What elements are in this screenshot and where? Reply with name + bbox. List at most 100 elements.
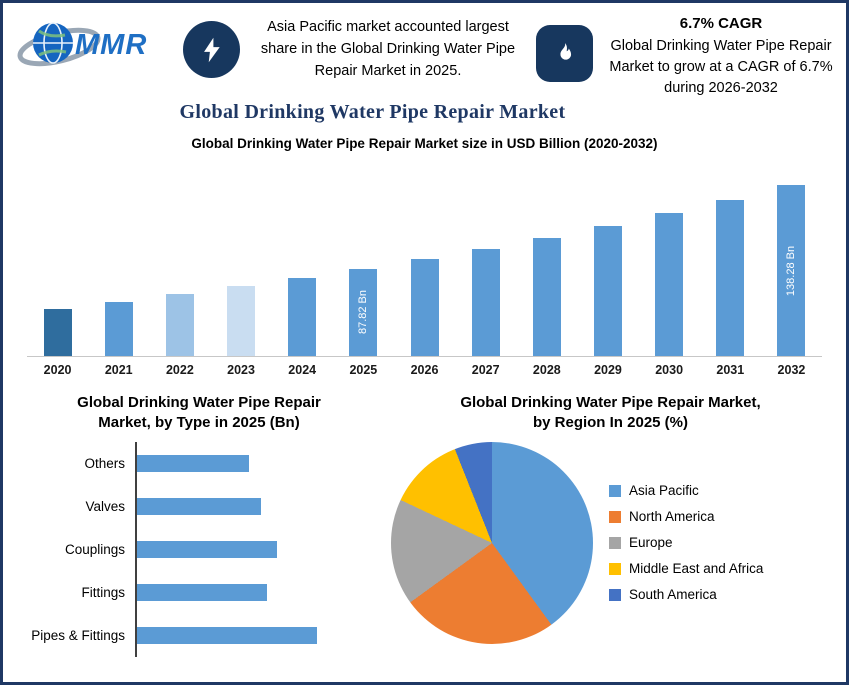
cagr-text: Global Drinking Water Pipe Repair Market… (609, 38, 833, 97)
bar-value-label-2032: 138.28 Bn (785, 245, 798, 296)
by-region-chart-title: Global Drinking Water Pipe Repair Market… (460, 394, 761, 432)
bottom-charts: Global Drinking Water Pipe Repair Market… (3, 393, 846, 657)
mmr-logo: MMR (17, 13, 169, 79)
legend-swatch (609, 536, 621, 549)
year-label-2028: 2028 (532, 363, 561, 378)
globe-icon (17, 22, 101, 67)
by-type-bars: Others Valves Couplings Fittings Pipes & Fit… (13, 441, 385, 657)
by-type-chart-title: Global Drinking Water Pipe Repair Market… (77, 394, 321, 432)
legend-label: South America (629, 587, 717, 603)
bar-column-2026 (394, 165, 455, 357)
year-label-2025: 2025 (349, 363, 378, 378)
bar-value-label-2025: 87.82 Bn (357, 290, 370, 335)
type-label-others: Others (84, 455, 125, 471)
legend-swatch (609, 562, 621, 575)
market-size-year-labels: 2020 2021 2022 2023 2024 2025 2026 2027 2028 2029… (27, 363, 822, 377)
legend-item-asia-pacific: Asia Pacific (609, 483, 763, 498)
market-size-bars: 87.82 Bn 138.28 Bn (27, 165, 822, 358)
by-type-category-labels: Others Valves Couplings Fittings Pipes & Fit… (13, 442, 135, 657)
bar-2024 (288, 277, 317, 357)
flame-icon (536, 25, 593, 82)
legend-label: North America (629, 509, 715, 525)
flame-glyph (559, 42, 571, 60)
year-label-2031: 2031 (716, 363, 745, 378)
legend-swatch (609, 588, 621, 601)
bar-column-2023 (210, 165, 271, 357)
legend-item-europe: Europe (609, 535, 763, 550)
type-bar-row (137, 485, 385, 528)
lightning-icon (183, 21, 240, 78)
bar-column-2027 (455, 165, 516, 357)
type-label-fittings: Fittings (81, 584, 125, 600)
market-size-chart: Global Drinking Water Pipe Repair Market… (3, 136, 846, 377)
bar-2032: 138.28 Bn (777, 185, 806, 357)
bar-column-2020 (27, 165, 88, 357)
bar-2029 (593, 225, 622, 357)
region-legend: Asia Pacific North America Europe Middle Ea… (609, 472, 763, 613)
bar-2026 (410, 259, 439, 357)
by-type-bar-area (135, 441, 385, 657)
by-type-chart: Global Drinking Water Pipe Repair Market… (13, 393, 385, 657)
legend-item-south-america: South America (609, 587, 763, 602)
type-bar-row (137, 442, 385, 485)
type-bar-couplings (137, 540, 278, 558)
pie-and-legend: Asia Pacific North America Europe Middle Ea… (385, 441, 836, 644)
year-label-2021: 2021 (104, 363, 133, 378)
legend-label: Middle East and Africa (629, 561, 764, 577)
bar-column-2024 (272, 165, 333, 357)
year-label-2022: 2022 (165, 363, 194, 378)
bar-column-2031 (700, 165, 761, 357)
bar-2020 (43, 308, 72, 357)
market-size-chart-title: Global Drinking Water Pipe Repair Market… (191, 136, 658, 152)
bar-column-2030 (639, 165, 700, 357)
year-label-2030: 2030 (655, 363, 684, 378)
year-label-2026: 2026 (410, 363, 439, 378)
bar-2022 (165, 294, 194, 357)
type-bar-row (137, 614, 385, 657)
year-label-2032: 2032 (777, 363, 806, 378)
left-callout: Asia Pacific market accounted largest sh… (260, 19, 516, 79)
bar-2023 (227, 286, 256, 357)
bar-2021 (104, 301, 133, 357)
bar-2031 (716, 199, 745, 357)
bar-2028 (532, 237, 561, 357)
cagr-heading: 6.7% CAGR (679, 15, 763, 32)
type-label-valves: Valves (85, 498, 125, 514)
legend-swatch (609, 484, 621, 497)
bar-column-2029 (577, 165, 638, 357)
type-bar-fittings (137, 583, 267, 601)
type-bar-row (137, 528, 385, 571)
type-bar-others (137, 454, 249, 472)
bar-column-2025: 87.82 Bn (333, 165, 394, 357)
bar-column-2032: 138.28 Bn (761, 165, 822, 357)
cagr-block: 6.7% CAGR Global Drinking Water Pipe Rep… (607, 15, 835, 99)
type-label-pipes-fittings: Pipes & Fittings (31, 627, 125, 643)
year-label-2023: 2023 (227, 363, 255, 378)
type-label-couplings: Couplings (64, 541, 125, 557)
bar-column-2022 (149, 165, 210, 357)
year-label-2020: 2020 (43, 363, 72, 378)
year-label-2027: 2027 (471, 363, 500, 378)
lightning-glyph (203, 37, 220, 62)
bar-2025: 87.82 Bn (349, 268, 378, 357)
legend-label: Asia Pacific (629, 483, 699, 499)
header: MMR Asia Pacific market accounted larges… (3, 3, 846, 99)
legend-item-middle-east-and-africa: Middle East and Africa (609, 561, 763, 576)
year-label-2029: 2029 (594, 363, 622, 378)
bar-2030 (655, 213, 684, 357)
bar-column-2028 (516, 165, 577, 357)
page-title: Global Drinking Water Pipe Repair Market (179, 101, 566, 124)
type-bar-row (137, 571, 385, 614)
type-bar-pipes-fittings (137, 626, 317, 644)
logo-text: MMR (75, 29, 148, 61)
by-region-chart: Global Drinking Water Pipe Repair Market… (385, 393, 836, 657)
legend-label: Europe (629, 535, 673, 551)
legend-item-north-america: North America (609, 509, 763, 524)
legend-swatch (609, 510, 621, 523)
year-label-2024: 2024 (288, 363, 317, 378)
bar-column-2021 (88, 165, 149, 357)
type-bar-valves (137, 497, 262, 515)
bar-2027 (471, 248, 500, 357)
region-pie (391, 441, 593, 644)
